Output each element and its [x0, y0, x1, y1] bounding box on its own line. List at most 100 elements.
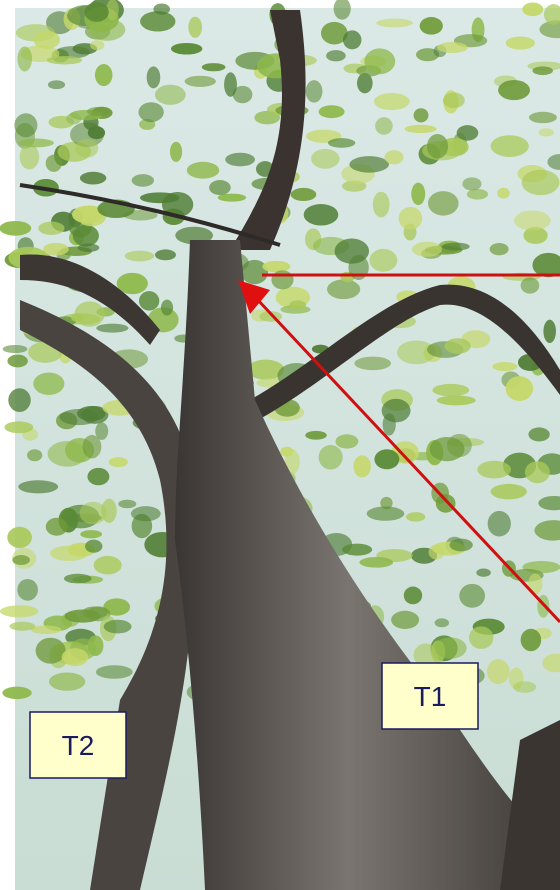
- leaf: [522, 170, 560, 196]
- leaf: [155, 85, 186, 105]
- leaf: [319, 105, 345, 118]
- leaf: [291, 188, 317, 201]
- label: T2: [62, 730, 95, 761]
- leaf: [49, 672, 85, 690]
- leaf: [33, 372, 64, 395]
- leaf: [443, 92, 465, 108]
- leaf: [521, 277, 540, 293]
- leaf: [43, 243, 69, 256]
- label: T1: [414, 681, 447, 712]
- leaf: [88, 635, 104, 656]
- leaf: [18, 480, 58, 493]
- leaf: [525, 461, 550, 483]
- leaf: [354, 357, 391, 371]
- leaf: [513, 681, 536, 692]
- leaf: [47, 56, 82, 65]
- leaf: [311, 149, 339, 169]
- leaf: [476, 568, 491, 576]
- leaf: [543, 320, 556, 343]
- leaf: [78, 244, 100, 252]
- leaf: [487, 659, 510, 684]
- leaf: [75, 301, 105, 326]
- leaf: [77, 406, 106, 421]
- leaf: [85, 540, 102, 553]
- leaf: [532, 66, 553, 75]
- leaf: [2, 687, 31, 699]
- leaf: [412, 242, 442, 257]
- leaf: [490, 243, 509, 255]
- leaf: [34, 31, 60, 49]
- leaf: [521, 629, 542, 651]
- leaf: [442, 243, 470, 251]
- leaf: [140, 11, 175, 31]
- leaf: [477, 461, 511, 479]
- leaf: [306, 80, 323, 102]
- leaf: [12, 555, 30, 565]
- leaf: [343, 30, 362, 49]
- leaf: [9, 622, 35, 631]
- leaf: [132, 174, 154, 187]
- photo: T1 T2: [0, 0, 560, 890]
- leaf: [20, 144, 40, 169]
- leaf: [342, 544, 372, 556]
- leaf: [104, 620, 132, 634]
- leaf: [36, 638, 66, 664]
- leaf: [498, 80, 530, 100]
- leaf: [391, 611, 419, 629]
- leaf: [382, 399, 411, 423]
- leaf: [459, 584, 485, 608]
- leaf: [305, 431, 326, 440]
- leaf: [328, 138, 355, 148]
- leaf: [153, 4, 170, 15]
- leaf: [491, 135, 529, 157]
- leaf: [405, 125, 437, 133]
- leaf: [492, 362, 517, 371]
- leaf: [38, 222, 64, 235]
- leaf: [27, 449, 42, 461]
- leaf: [80, 172, 106, 185]
- leaf: [514, 211, 551, 231]
- leaf: [271, 270, 293, 289]
- leaf: [224, 72, 237, 96]
- leaf: [80, 502, 107, 525]
- leaf: [327, 279, 360, 299]
- leaf: [85, 2, 109, 22]
- leaf: [202, 63, 226, 71]
- leaf: [335, 239, 369, 264]
- leaf: [506, 376, 533, 401]
- leaf: [48, 80, 65, 89]
- leaf: [432, 384, 469, 396]
- leaf: [185, 76, 216, 87]
- leaf: [280, 447, 293, 457]
- leaf: [75, 139, 98, 158]
- leaf: [87, 107, 110, 116]
- leaf: [46, 155, 62, 172]
- leaf: [374, 93, 410, 110]
- leaf: [46, 518, 68, 536]
- leaf: [131, 506, 161, 521]
- leaf: [125, 251, 155, 262]
- leaf: [522, 2, 543, 16]
- leaf: [170, 142, 182, 162]
- leaf: [3, 345, 28, 353]
- leaf: [420, 17, 443, 35]
- leaf: [467, 189, 488, 200]
- leaf: [95, 64, 113, 86]
- leaf: [319, 445, 343, 470]
- leaf: [118, 500, 136, 509]
- leaf: [90, 40, 104, 50]
- leaf: [411, 183, 425, 205]
- leaf: [187, 162, 220, 179]
- leaf: [83, 435, 102, 459]
- leaf: [349, 156, 389, 172]
- leaf: [19, 139, 54, 148]
- leaf: [445, 338, 471, 354]
- leaf: [64, 574, 92, 584]
- leaf: [447, 434, 472, 457]
- leaf: [0, 605, 38, 617]
- leaf: [384, 150, 403, 164]
- leaf: [435, 618, 449, 627]
- leaf: [8, 388, 30, 412]
- leaf: [435, 637, 467, 658]
- leaf: [96, 665, 133, 678]
